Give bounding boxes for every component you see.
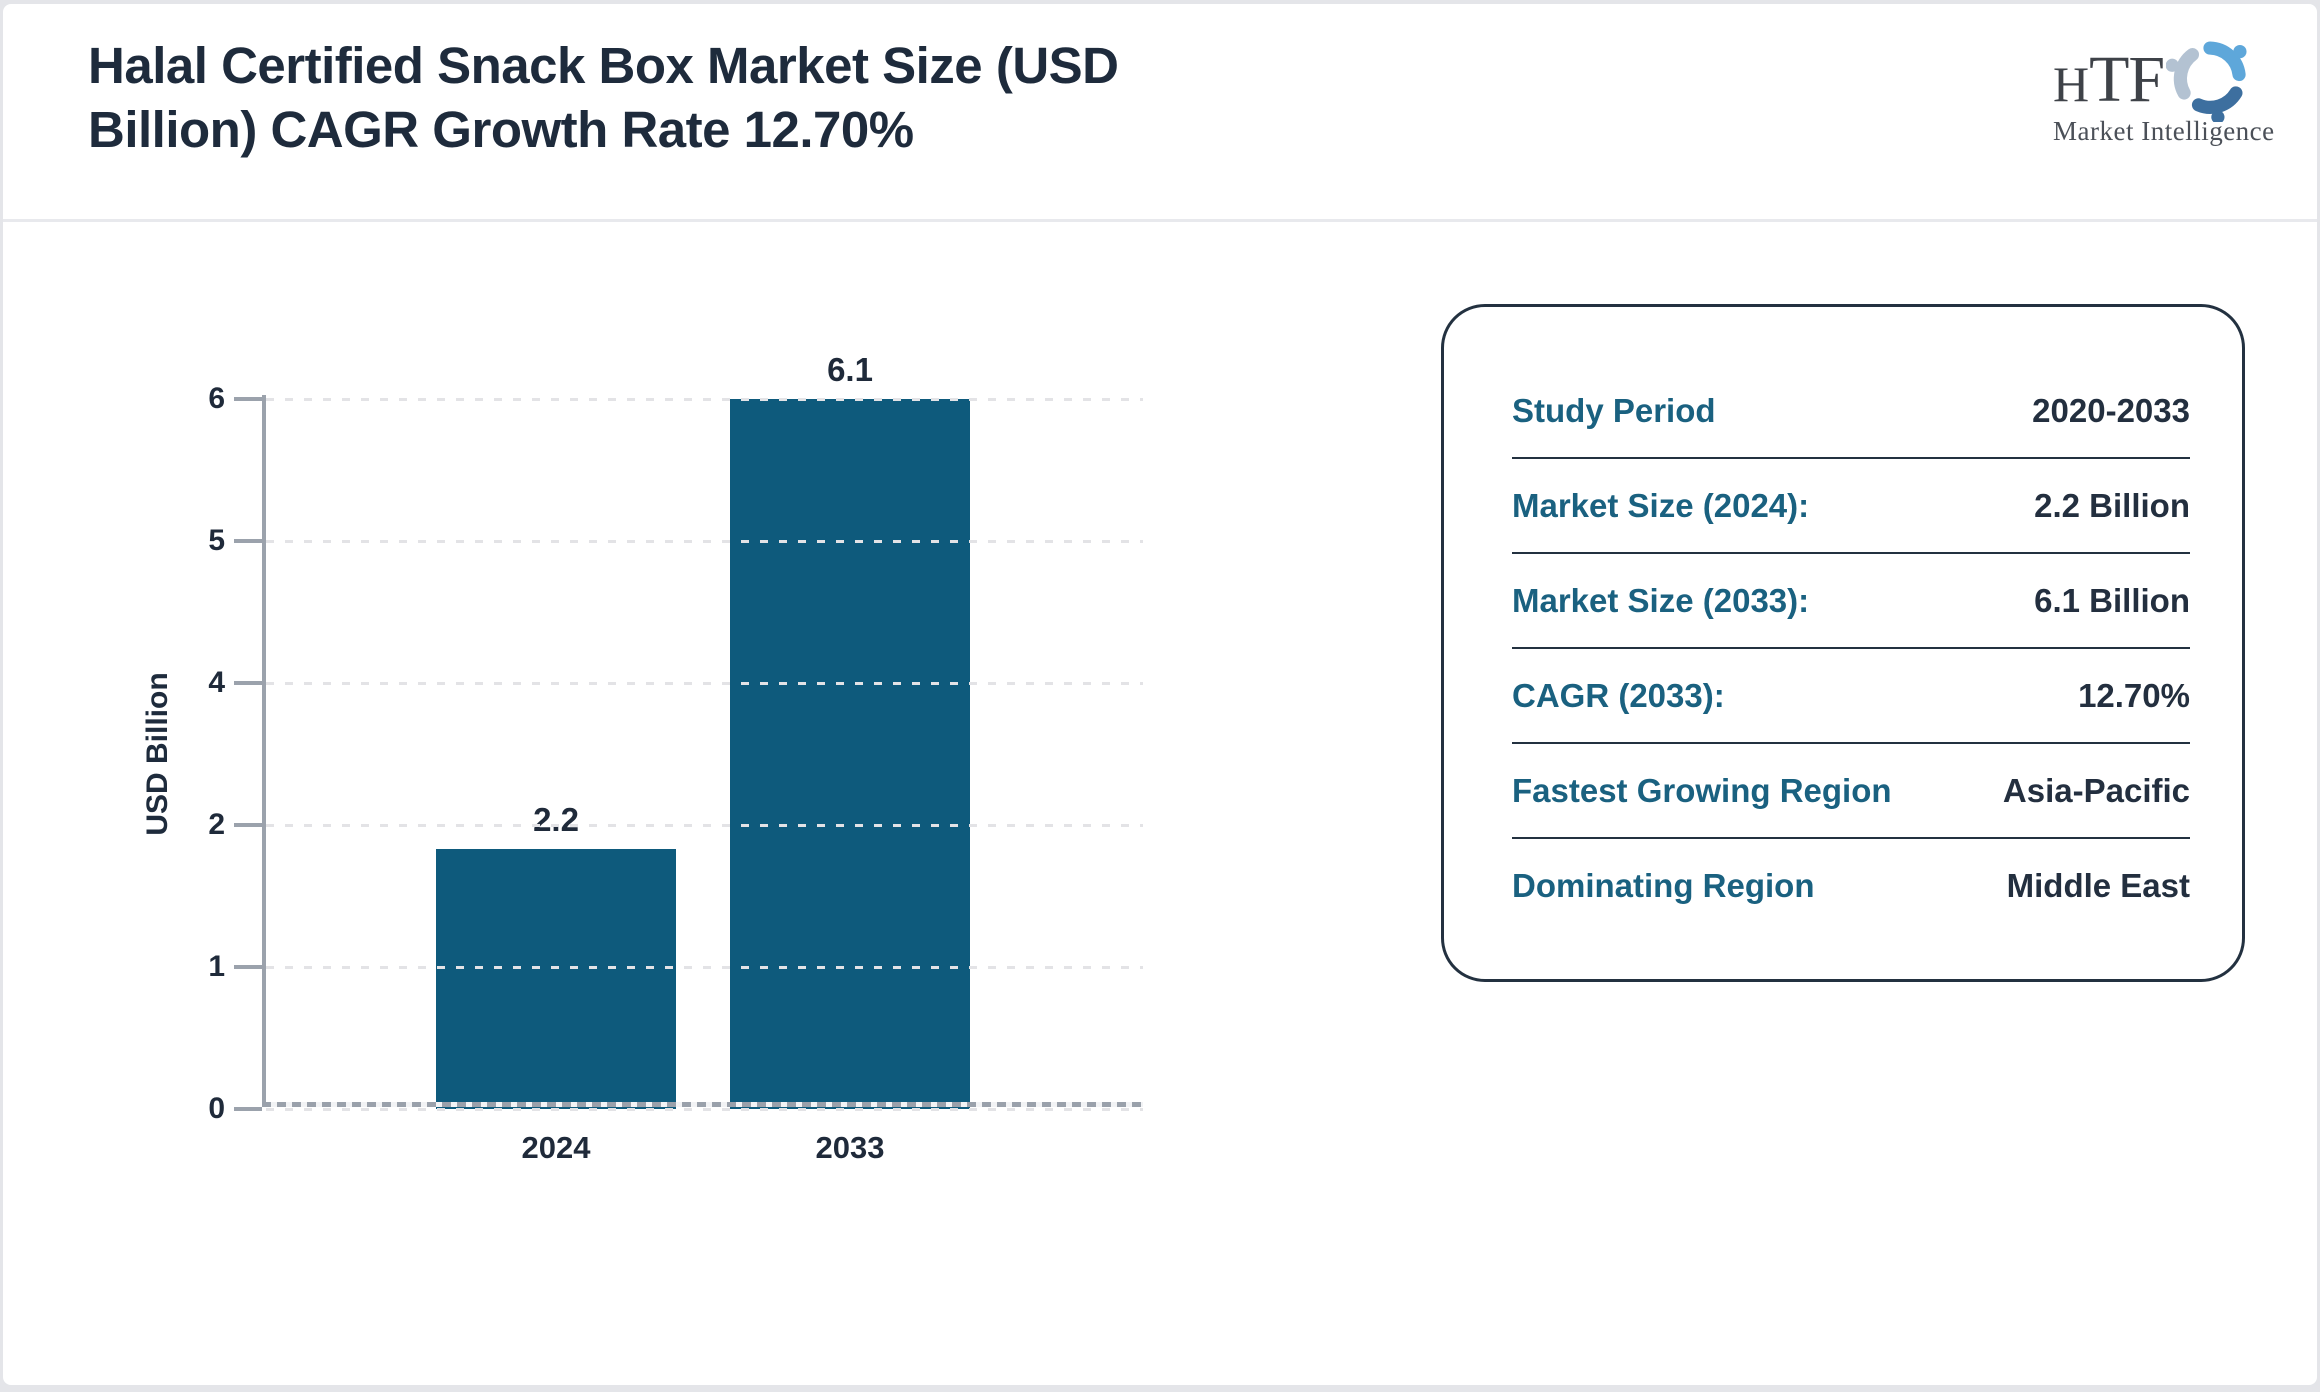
y-tick-label: 6 bbox=[208, 382, 225, 415]
card-row-fastest-growing-region: Fastest Growing Region Asia-Pacific bbox=[1512, 744, 2190, 839]
y-axis-line bbox=[262, 395, 266, 1107]
x-tick-label: 2024 bbox=[521, 1130, 591, 1165]
page-title: Halal Certified Snack Box Market Size (U… bbox=[88, 34, 1488, 162]
card-row-dominating-region: Dominating Region Middle East bbox=[1512, 839, 2190, 932]
logo-row: H TF bbox=[2053, 38, 2263, 122]
card-row-cagr: CAGR (2033): 12.70% bbox=[1512, 649, 2190, 744]
gridline bbox=[266, 540, 1143, 543]
summary-card: Study Period 2020-2033 Market Size (2024… bbox=[1441, 304, 2245, 982]
y-tick-mark bbox=[234, 965, 262, 969]
bar-2024 bbox=[436, 849, 676, 1109]
htf-logo: H TF Market Intel bbox=[2053, 38, 2275, 147]
card-canvas: Halal Certified Snack Box Market Size (U… bbox=[3, 4, 2317, 1385]
y-tick-mark bbox=[234, 539, 262, 543]
gridline bbox=[266, 1108, 1143, 1111]
swirl-people-icon bbox=[2166, 41, 2247, 122]
logo-letter-h: H bbox=[2053, 56, 2090, 112]
y-tick-label: 4 bbox=[208, 666, 225, 699]
row-label: Dominating Region bbox=[1512, 866, 1815, 904]
bar-value-label: 2.2 bbox=[533, 801, 579, 838]
card-row-study-period: Study Period 2020-2033 bbox=[1512, 364, 2190, 459]
title-line-2: Billion) CAGR Growth Rate 12.70% bbox=[88, 101, 914, 158]
card-row-market-size-2024: Market Size (2024): 2.2 Billion bbox=[1512, 459, 2190, 554]
row-value: 2.2 Billion bbox=[2034, 486, 2190, 524]
y-tick-label: 5 bbox=[208, 524, 225, 557]
logo-wordmark: H TF bbox=[2053, 43, 2165, 116]
row-label: Study Period bbox=[1512, 391, 1716, 429]
y-tick-mark bbox=[234, 681, 262, 685]
gridline bbox=[266, 966, 1143, 969]
header-divider bbox=[3, 219, 2317, 222]
y-tick-label: 2 bbox=[208, 808, 225, 841]
x-axis-baseline bbox=[262, 1102, 1143, 1107]
row-label: Market Size (2033): bbox=[1512, 581, 1810, 619]
y-tick-label: 1 bbox=[208, 950, 225, 983]
row-value: 2020-2033 bbox=[2032, 391, 2190, 429]
gridline bbox=[266, 682, 1143, 685]
row-label: CAGR (2033): bbox=[1512, 676, 1725, 714]
row-label: Market Size (2024): bbox=[1512, 486, 1810, 524]
row-value: Asia-Pacific bbox=[2002, 771, 2190, 809]
row-value: 12.70% bbox=[2078, 676, 2190, 714]
card-row-market-size-2033: Market Size (2033): 6.1 Billion bbox=[1512, 554, 2190, 649]
row-label: Fastest Growing Region bbox=[1512, 771, 1892, 809]
y-tick-mark bbox=[234, 1107, 262, 1111]
x-tick-label: 2033 bbox=[815, 1130, 885, 1165]
logo-subtext: Market Intelligence bbox=[2053, 116, 2275, 146]
y-tick-mark bbox=[234, 397, 262, 401]
bar-2033 bbox=[730, 399, 970, 1109]
gridline bbox=[266, 824, 1143, 827]
gridline bbox=[266, 398, 1143, 401]
y-tick-label: 0 bbox=[208, 1092, 225, 1125]
title-line-1: Halal Certified Snack Box Market Size (U… bbox=[88, 37, 1119, 94]
row-value: Middle East bbox=[2006, 866, 2190, 904]
bar-value-label: 6.1 bbox=[827, 351, 873, 388]
logo-letters-tf: TF bbox=[2089, 43, 2165, 116]
y-tick-mark bbox=[234, 823, 262, 827]
row-value: 6.1 Billion bbox=[2034, 581, 2190, 619]
